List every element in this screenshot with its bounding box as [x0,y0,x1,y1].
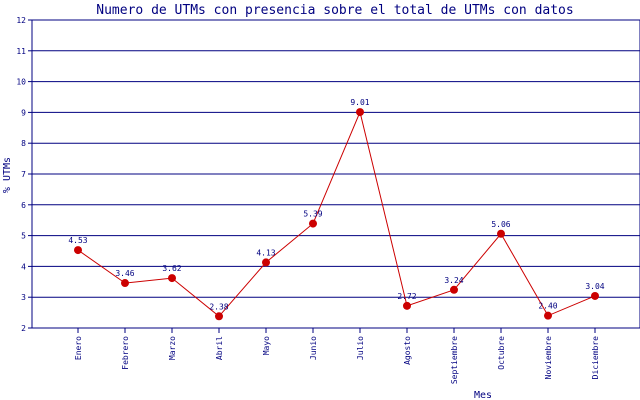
data-label: 2.72 [397,292,416,301]
chart-title: Numero de UTMs con presencia sobre el to… [96,3,573,18]
data-point [168,274,176,283]
x-tick-label: Julio [356,336,365,360]
x-tick-label: Febrero [121,336,130,370]
data-point [356,108,364,117]
data-point [450,285,458,294]
series-line [77,110,596,317]
y-tick-label: 11 [16,47,26,56]
data-label: 3.24 [444,276,463,285]
y-tick-label: 9 [21,108,26,117]
y-tick-label: 10 [16,78,26,87]
data-label: 4.13 [256,248,275,257]
data-label: 9.01 [350,98,369,107]
y-tick-label: 4 [21,262,26,271]
y-tick-label: 3 [21,293,26,302]
data-point [309,219,317,228]
x-tick-label: Abril [215,336,224,360]
data-point [74,246,82,255]
x-tick-label: Mayo [262,336,271,355]
x-tick-label: Octubre [497,336,506,370]
x-tick-label: Marzo [168,336,177,360]
data-label: 5.06 [491,220,510,229]
data-labels: 4.53 3.46 3.62 2.38 4.13 5.39 9.01 2.72 3.24 5.06… [68,98,604,311]
data-point [403,301,411,310]
data-label: 2.40 [538,302,557,311]
y-tick-label: 2 [21,324,26,333]
data-point [215,312,223,321]
x-tick-label: Junio [309,336,318,360]
data-label: 5.39 [303,210,322,219]
data-label: 3.62 [162,264,181,273]
data-point [544,311,552,320]
y-tick-label: 12 [16,16,26,25]
x-tick-label: Agosto [403,336,412,365]
data-point [121,279,129,288]
data-point [591,291,599,300]
x-tick-label: Septiembre [450,336,459,384]
y-tick-label: 7 [21,170,26,179]
y-axis-ticks: 2 3 4 5 6 7 8 9 10 11 12 [16,16,32,333]
x-tick-label: Diciembre [591,336,600,380]
data-point [497,229,505,238]
data-label: 3.46 [115,269,134,278]
x-axis-label: Mes [474,390,492,400]
data-point [262,258,270,267]
x-tick-label: Enero [74,336,83,360]
data-points [74,108,599,321]
x-tick-label: Noviembre [544,336,553,380]
y-axis-label: % UTMs [2,157,13,193]
y-tick-label: 5 [21,232,26,241]
data-label: 4.53 [68,236,87,245]
y-tick-label: 8 [21,139,26,148]
data-label: 2.38 [209,302,228,311]
data-label: 3.04 [585,282,604,291]
x-axis-ticks: Enero Febrero Marzo Abril Mayo Junio Julio Agos… [74,328,600,384]
y-tick-label: 6 [21,201,26,210]
